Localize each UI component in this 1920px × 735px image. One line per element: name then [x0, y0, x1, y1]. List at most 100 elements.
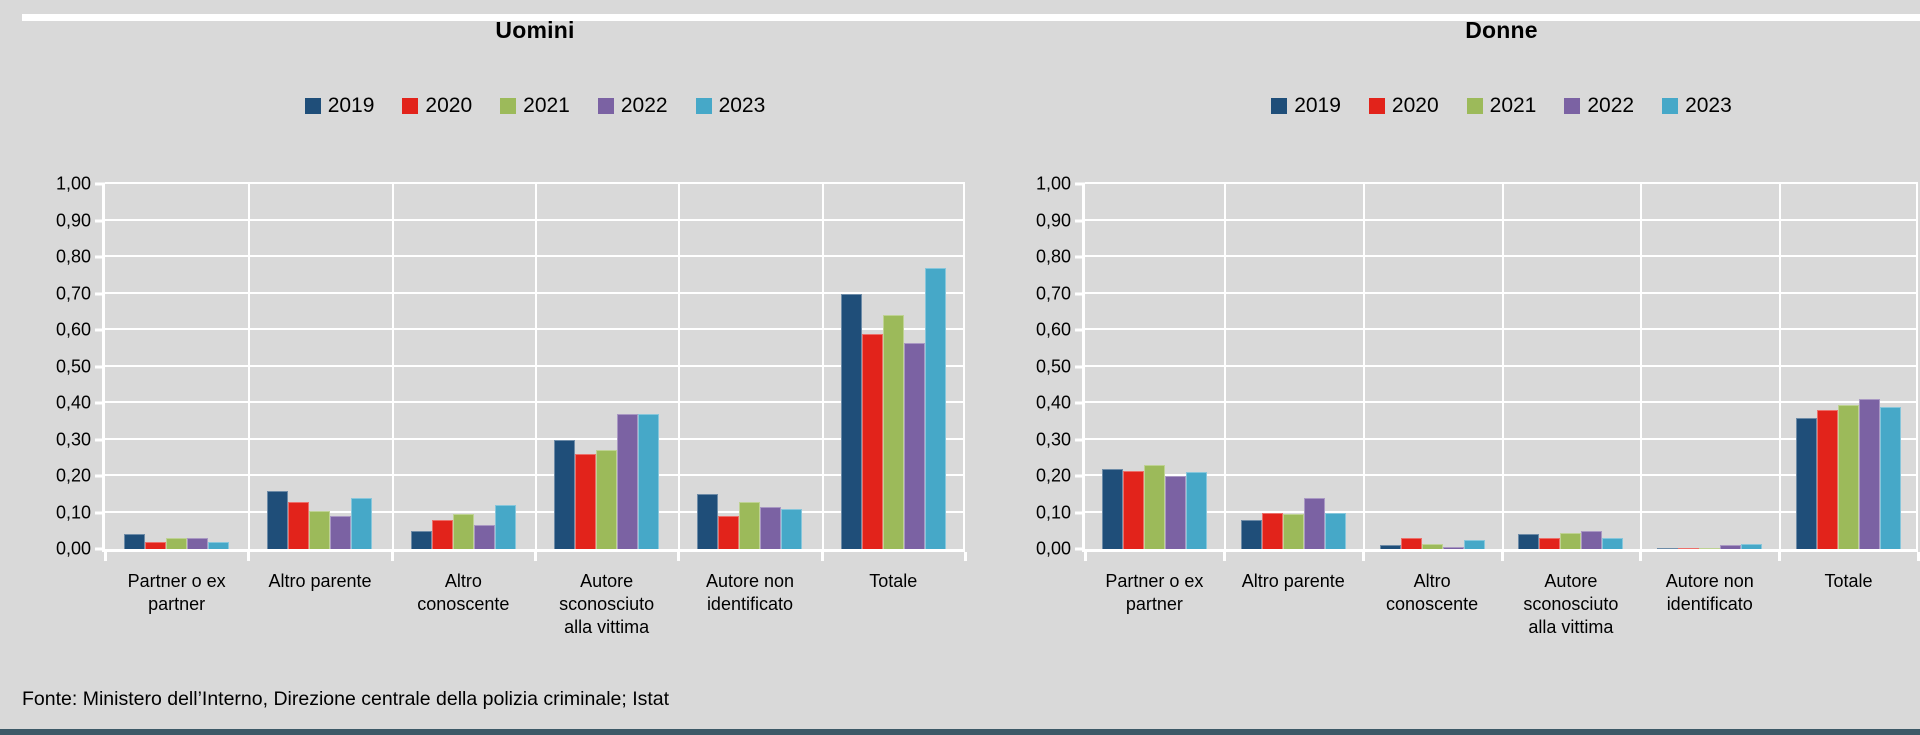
bar-2021 — [452, 514, 474, 549]
gridline — [963, 184, 965, 549]
x-tick — [1917, 552, 1920, 561]
bar-2022 — [1164, 476, 1186, 549]
y-tick-label: 0,40 — [1035, 392, 1071, 413]
y-tick — [1075, 511, 1085, 514]
y-tick-label: 0,70 — [1035, 283, 1071, 303]
y-tick — [95, 255, 105, 259]
bar-2021 — [166, 538, 188, 549]
bar-2022 — [903, 342, 925, 549]
bar-2020 — [1122, 470, 1144, 549]
y-tick-label: 1,00 — [1035, 173, 1071, 194]
y-axis-line — [102, 184, 105, 552]
legend-label: 2021 — [523, 94, 570, 117]
y-axis-line — [1082, 184, 1085, 552]
bar-2019 — [1796, 417, 1818, 549]
y-tick — [1075, 547, 1085, 551]
bar-2022 — [617, 413, 639, 549]
legend-label: 2020 — [425, 94, 473, 117]
x-axis-label: Altro conoscente — [417, 571, 510, 614]
y-tick — [95, 511, 105, 514]
bar-2023 — [1324, 512, 1346, 549]
x-axis-labels: Partner o ex partner Altro parente Altro c… — [105, 570, 965, 639]
y-tick-label: 0,30 — [1035, 429, 1071, 449]
bar-2020 — [1261, 512, 1283, 549]
bar-2023 — [1741, 543, 1763, 549]
bar-2021 — [309, 510, 331, 549]
gridline — [1779, 184, 1782, 549]
top-divider-stripe — [22, 14, 1920, 21]
legend-swatch-2022 — [597, 98, 614, 114]
legend-item-2020: 2020 — [1368, 94, 1439, 118]
legend-swatch-2023 — [1662, 98, 1679, 114]
y-tick-label: 0,40 — [55, 392, 91, 413]
x-tick — [677, 552, 681, 561]
y-tick — [95, 292, 105, 295]
x-tick — [1778, 552, 1782, 561]
bar-group — [1224, 184, 1363, 549]
bar-2021 — [1143, 465, 1165, 549]
x-axis-label: Autore sconosciuto alla vittima — [1523, 571, 1619, 637]
bar-2021 — [1560, 532, 1582, 549]
bar-2021 — [1699, 548, 1721, 549]
legend-item-2023: 2023 — [695, 94, 765, 118]
bar-2020 — [1539, 538, 1561, 549]
x-tick — [1500, 552, 1504, 561]
bar-2019 — [697, 494, 719, 549]
y-tick — [95, 474, 105, 478]
x-tick — [1361, 552, 1365, 561]
x-axis-label: Partner o ex partner — [1105, 571, 1204, 614]
bar-2023 — [1185, 472, 1207, 549]
x-axis-line — [102, 549, 965, 552]
bar-2020 — [861, 333, 883, 549]
bar-group — [1085, 184, 1224, 549]
x-tick — [964, 552, 967, 561]
gridline — [391, 184, 394, 549]
bar-group — [392, 184, 535, 549]
y-tick — [95, 328, 105, 332]
legend-label: 2022 — [620, 94, 668, 117]
bar-group — [1501, 184, 1640, 549]
bar-2022 — [760, 507, 782, 549]
bar-2019 — [840, 293, 862, 549]
legend-swatch-2021 — [500, 98, 517, 114]
legend-item-2021: 2021 — [1466, 94, 1536, 118]
legend-label: 2020 — [1391, 94, 1439, 117]
x-axis-label: Autore non identificato — [705, 571, 795, 614]
plot-area-uomini: Partner o ex partner Altro parente Altro c… — [56, 174, 967, 637]
y-tick — [1075, 365, 1085, 368]
legend-swatch-2023 — [695, 98, 712, 114]
bar-2020 — [1678, 548, 1700, 549]
legend-label: 2023 — [1685, 94, 1732, 117]
y-tick-label: 0,50 — [55, 356, 91, 376]
x-tick — [534, 552, 537, 561]
legend-swatch-2022 — [1564, 98, 1581, 114]
y-tick-label: 0,10 — [55, 502, 91, 522]
source-note: Fonte: Ministero dell’Interno, Direzione… — [22, 688, 670, 710]
legend-swatch-2020 — [1368, 98, 1385, 114]
x-tick — [1639, 552, 1643, 561]
bar-groups — [1085, 184, 1918, 549]
gridline — [1916, 184, 1918, 549]
bar-2020 — [1817, 410, 1839, 549]
bar-2022 — [1859, 399, 1881, 549]
plot-area-donne: Partner o ex partner Altro parente Altro c… — [1036, 174, 1920, 637]
bar-2020 — [288, 501, 310, 549]
x-axis-labels: Partner o ex partner Altro parente Altro c… — [1085, 570, 1918, 639]
bar-2023 — [1880, 406, 1902, 549]
bar-2022 — [330, 516, 352, 549]
x-axis-line — [1082, 549, 1918, 552]
gridline — [248, 184, 251, 549]
bar-2019 — [410, 530, 432, 549]
y-tick-label: 0,00 — [1035, 538, 1071, 559]
y-tick-label: 0,20 — [1035, 465, 1071, 486]
gridline — [678, 184, 681, 549]
bar-2020 — [145, 541, 167, 549]
y-tick — [95, 401, 105, 405]
y-tick-label: 0,00 — [55, 538, 91, 559]
gridline — [105, 182, 965, 184]
x-axis-label: Altro conoscente — [1386, 571, 1479, 614]
y-tick-label: 0,80 — [1035, 246, 1071, 267]
bar-2022 — [187, 538, 209, 549]
legend-item-2019: 2019 — [1271, 94, 1341, 118]
y-tick — [1075, 438, 1085, 441]
